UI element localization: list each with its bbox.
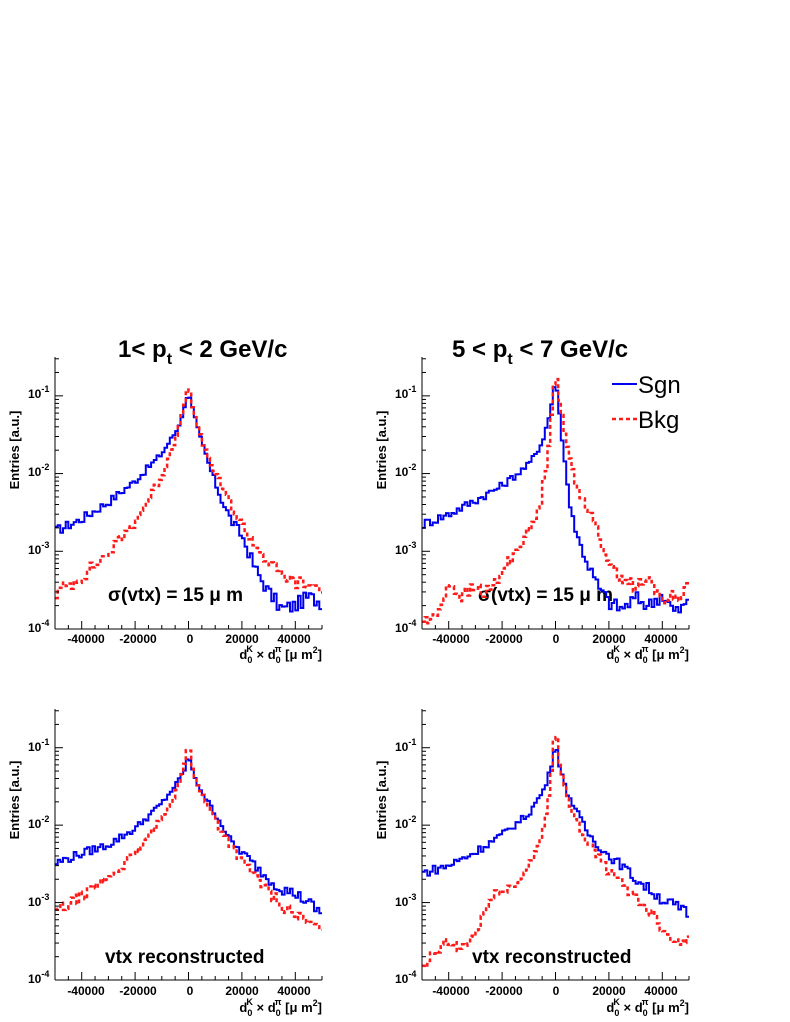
x-tick-label: 20000: [225, 984, 259, 998]
x-tick-label: -40000: [432, 632, 470, 646]
y-tick-label: 10-2: [395, 814, 416, 831]
y-tick-label: 10-3: [28, 540, 49, 557]
x-tick-label: -20000: [485, 984, 523, 998]
legend: Sgn Bkg: [612, 372, 681, 434]
series-line-bkg: [422, 377, 689, 625]
panel-3-x-axis-label: d0K × d0π [μ m2]: [239, 997, 322, 1018]
panel-4-y-axis-label: Entries [a.u.]: [374, 761, 389, 840]
y-tick-label: 10-2: [28, 462, 49, 479]
panel-1-title: 1< pt < 2 GeV/c: [118, 336, 287, 368]
x-tick-label: -20000: [119, 984, 157, 998]
panel-2-x-tick-labels: -40000 -20000 0 20000 40000: [432, 632, 678, 646]
panel-4-plot: [421, 709, 690, 981]
series-line-sgn: [55, 758, 322, 915]
x-tick-label: -40000: [67, 984, 105, 998]
y-tick-label: 10-3: [28, 892, 49, 909]
series-line-bkg: [422, 735, 689, 969]
panel-1-y-axis-label: Entries [a.u.]: [7, 411, 22, 490]
plot-layer: [54, 357, 690, 981]
panel-2-annotation: σ(vtx) = 15 μ m: [478, 585, 613, 606]
panel-4-annotation: vtx reconstructed: [472, 947, 631, 968]
series-line-sgn: [422, 386, 689, 614]
x-tick-label: 40000: [277, 984, 311, 998]
panel-2-x-axis-label: d0K × d0π [μ m2]: [606, 644, 689, 665]
x-tick-label: 20000: [225, 632, 259, 646]
x-tick-label: -20000: [485, 632, 523, 646]
x-tick-label: 40000: [644, 632, 678, 646]
x-tick-label: -40000: [67, 632, 105, 646]
y-tick-label: 10-4: [28, 969, 49, 986]
x-tick-label: 0: [553, 984, 560, 998]
panel-4-x-tick-labels: -40000 -20000 0 20000 40000: [432, 984, 678, 998]
y-tick-label: 10-4: [395, 618, 416, 635]
x-tick-label: -20000: [119, 632, 157, 646]
panel-3-plot: [54, 709, 323, 981]
x-tick-label: 40000: [277, 632, 311, 646]
y-tick-label: 10-4: [28, 618, 49, 635]
panel-2-y-axis-label: Entries [a.u.]: [374, 411, 389, 490]
panel-3-annotation: vtx reconstructed: [105, 947, 264, 968]
panel-3-x-tick-labels: -40000 -20000 0 20000 40000: [67, 984, 311, 998]
panel-2-plot: [421, 357, 690, 630]
series-line-sgn: [422, 749, 689, 918]
panel-4-y-tick-labels: 10-4 10-3 10-2 10-1: [395, 737, 416, 986]
legend-label-bkg: Bkg: [638, 407, 679, 434]
series-line-bkg: [55, 388, 322, 600]
series-line-sgn: [55, 396, 322, 613]
panel-1-plot: [54, 357, 323, 630]
panel-2-y-tick-labels: 10-4 10-3 10-2 10-1: [395, 384, 416, 635]
panel-4-x-axis-label: d0K × d0π [μ m2]: [606, 997, 689, 1018]
y-tick-label: 10-1: [395, 384, 416, 401]
panel-1-y-tick-labels: 10-4 10-3 10-2 10-1: [28, 384, 49, 635]
panel-4: Entries [a.u.] 10-4 10-3 10-2 10-1 -4000…: [374, 737, 689, 1018]
x-tick-label: 0: [553, 632, 560, 646]
x-tick-label: 40000: [644, 984, 678, 998]
panel-2-title: 5 < pt < 7 GeV/c: [452, 336, 628, 368]
y-tick-label: 10-3: [395, 540, 416, 557]
panel-1: 1< pt < 2 GeV/c Entries [a.u.] 10-4 10-3…: [7, 336, 322, 665]
y-tick-label: 10-2: [28, 814, 49, 831]
x-tick-label: 20000: [592, 632, 626, 646]
panel-3-y-tick-labels: 10-4 10-3 10-2 10-1: [28, 737, 49, 986]
y-tick-label: 10-1: [28, 384, 49, 401]
series-line-bkg: [55, 748, 322, 932]
x-tick-label: 20000: [592, 984, 626, 998]
y-tick-label: 10-1: [28, 737, 49, 754]
panel-2: 5 < pt < 7 GeV/c Entries [a.u.] 10-4 10-…: [374, 336, 689, 665]
x-tick-label: 0: [187, 632, 194, 646]
panel-3: Entries [a.u.] 10-4 10-3 10-2 10-1 -4000…: [7, 737, 322, 1018]
y-tick-label: 10-3: [395, 892, 416, 909]
x-tick-label: -40000: [432, 984, 470, 998]
x-tick-label: 0: [187, 984, 194, 998]
panel-1-x-axis-label: d0K × d0π [μ m2]: [239, 644, 322, 665]
panel-1-annotation: σ(vtx) = 15 μ m: [108, 585, 243, 606]
y-tick-label: 10-1: [395, 737, 416, 754]
y-tick-label: 10-4: [395, 969, 416, 986]
panel-1-x-tick-labels: -40000 -20000 0 20000 40000: [67, 632, 311, 646]
panel-3-y-axis-label: Entries [a.u.]: [7, 761, 22, 840]
legend-label-sgn: Sgn: [638, 372, 681, 399]
y-tick-label: 10-2: [395, 462, 416, 479]
